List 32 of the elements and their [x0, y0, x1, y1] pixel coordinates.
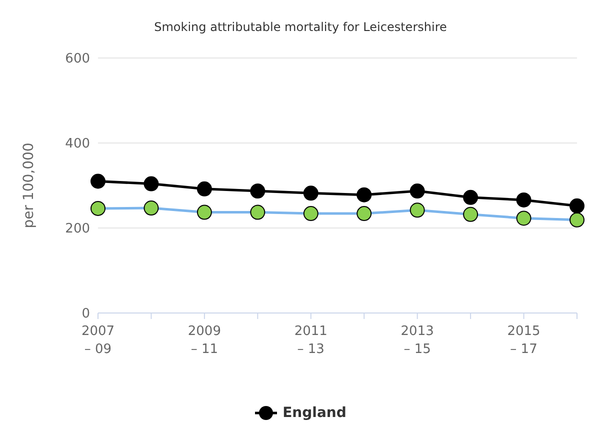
point: [410, 202, 425, 218]
x-tick-label: 2011 – 13: [294, 324, 328, 357]
x-tick-label: 2007 – 09: [81, 324, 115, 357]
point: [303, 186, 318, 201]
legend-label: England: [282, 405, 346, 421]
point: [516, 192, 532, 208]
point: [410, 184, 425, 199]
y-axis-title: per 100,000: [20, 142, 37, 228]
point: [570, 212, 584, 228]
point: [196, 181, 212, 196]
point: [196, 204, 212, 220]
point: [516, 210, 532, 226]
x-tick-label: 2015 – 17: [507, 324, 540, 357]
point: [463, 190, 478, 205]
y-tick-label: 400: [65, 136, 90, 152]
y-tick-label: 600: [65, 52, 90, 67]
point: [463, 206, 478, 222]
point: [356, 206, 372, 222]
point: [90, 174, 106, 189]
point: [356, 187, 372, 202]
point: [144, 200, 159, 216]
point: [303, 206, 318, 222]
y-tick-label: 200: [65, 222, 90, 237]
y-tick-label: 0: [82, 306, 90, 322]
x-tick-label: 2009 – 11: [188, 324, 221, 357]
point: [144, 176, 159, 192]
chart-title: Smoking attributable mortality for Leicestershire: [153, 20, 448, 34]
point: [250, 184, 266, 199]
x-tick-label: 2013 – 15: [400, 324, 434, 357]
point: [570, 198, 584, 214]
point: [90, 200, 106, 216]
point: [250, 204, 266, 220]
